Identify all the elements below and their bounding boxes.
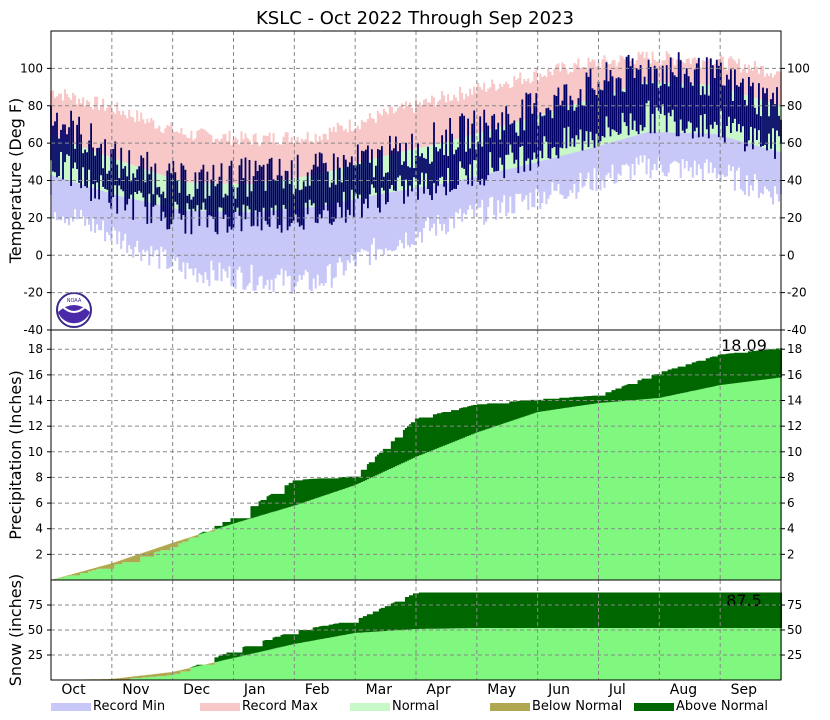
y-tick-left: 40 [28,174,43,188]
month-label: Mar [366,682,393,698]
month-label: Apr [426,682,450,698]
y-tick-right: 20 [787,211,802,225]
legend-label: Record Min [93,699,165,714]
y-tick-left: 4 [35,522,43,536]
month-label: Jan [243,682,266,698]
chart-title: KSLC - Oct 2022 Through Sep 2023 [256,8,574,29]
noaa-logo: NOAA [56,292,92,328]
legend-label: Below Normal [532,699,622,714]
y-tick-right: 50 [787,623,802,637]
y-tick-right: 60 [787,136,802,150]
snow-above-normal-area [190,592,783,668]
y-tick-right: 75 [787,598,802,612]
y-tick-right: 8 [787,470,795,484]
noaa-logo-text: NOAA [67,298,82,304]
y-tick-left: 16 [28,368,43,382]
temp-panel: NOAA -40 -40 -20 -20 0 0 20 20 40 40 60 60 80 80 100 100… [6,30,810,337]
snow-total-label: 87.5 [726,591,762,610]
legend-label: Normal [392,699,439,714]
y-tick-right: 14 [787,394,802,408]
y-tick-left: 0 [35,248,43,262]
y-tick-right: 80 [787,99,802,113]
y-tick-right: 2 [787,547,795,561]
snow-y-label: Snow (inches) [6,574,25,686]
precip-below-normal-area [51,529,215,580]
y-tick-left: -40 [23,323,43,337]
y-tick-right: 16 [787,368,802,382]
y-tick-left: 10 [28,445,43,459]
legend-label: Record Max [242,699,318,714]
y-tick-left: 80 [28,99,43,113]
y-tick-left: 25 [28,648,43,662]
month-label: Dec [183,682,210,698]
legend-swatch [350,703,390,711]
y-tick-right: 12 [787,419,802,433]
y-tick-right: 0 [787,248,795,262]
y-tick-left: 75 [28,598,43,612]
legend: Record Min Record Max Normal Below Normal Ab… [51,699,768,714]
temp-y-label: Temperature (Deg F) [6,98,25,265]
month-label: May [487,682,516,698]
y-tick-left: 60 [28,136,43,150]
snow-normal-area [112,628,783,680]
precip-y-label: Precipitation (Inches) [6,370,25,540]
legend-swatch [51,703,91,711]
month-label: Nov [122,682,149,698]
y-tick-right: 18 [787,342,802,356]
precip-normal-area [55,377,783,580]
y-tick-right: 25 [787,648,802,662]
y-tick-left: 50 [28,623,43,637]
y-tick-left: 12 [28,419,43,433]
month-label: Jul [608,682,626,698]
y-tick-right: 4 [787,522,795,536]
month-label: Feb [305,682,330,698]
y-tick-left: 100 [20,61,43,75]
month-label: Sep [731,682,758,698]
y-tick-left: 6 [35,496,43,510]
y-tick-left: 2 [35,547,43,561]
y-tick-left: 18 [28,342,43,356]
y-tick-left: -20 [23,286,43,300]
y-tick-left: 20 [28,211,43,225]
y-tick-left: 8 [35,470,43,484]
y-tick-right: 100 [787,61,810,75]
y-tick-right: 40 [787,174,802,188]
y-tick-right: 6 [787,496,795,510]
y-tick-right: 10 [787,445,802,459]
legend-label: Above Normal [676,699,768,714]
legend-swatch [200,703,240,711]
legend-swatch [490,703,530,711]
snow-frame [50,579,782,681]
month-label: Oct [61,682,86,698]
y-tick-right: -20 [787,286,807,300]
legend-swatch [634,703,674,711]
month-label: Jun [547,682,570,698]
month-label: Aug [670,682,697,698]
precip-total-label: 18.09 [721,336,767,355]
y-tick-right: -40 [787,323,807,337]
y-tick-left: 14 [28,394,43,408]
